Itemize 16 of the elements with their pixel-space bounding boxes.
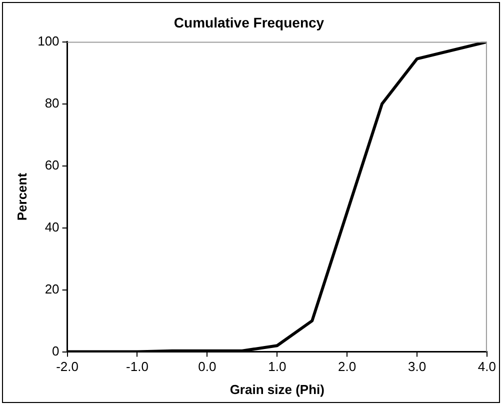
chart-title: Cumulative Frequency xyxy=(174,14,324,30)
y-axis-title: Percent xyxy=(14,172,30,221)
y-tick-label: 60 xyxy=(44,157,60,172)
x-tick-label: -1.0 xyxy=(126,359,148,374)
y-tick-label: 80 xyxy=(44,95,60,110)
y-tick-label: 100 xyxy=(38,33,60,48)
x-axis-title: Grain size (Phi) xyxy=(230,382,324,397)
y-tick-label: 40 xyxy=(44,219,60,234)
y-tick-label: 20 xyxy=(44,281,60,296)
x-tick-label: 2.0 xyxy=(338,359,356,374)
x-tick-label: 4.0 xyxy=(478,359,496,374)
x-tick-label: 1.0 xyxy=(268,359,286,374)
x-tick-label: 0.0 xyxy=(198,359,216,374)
y-tick-label: 0 xyxy=(52,343,60,358)
x-tick-label: 3.0 xyxy=(408,359,426,374)
x-tick-label: -2.0 xyxy=(56,359,78,374)
